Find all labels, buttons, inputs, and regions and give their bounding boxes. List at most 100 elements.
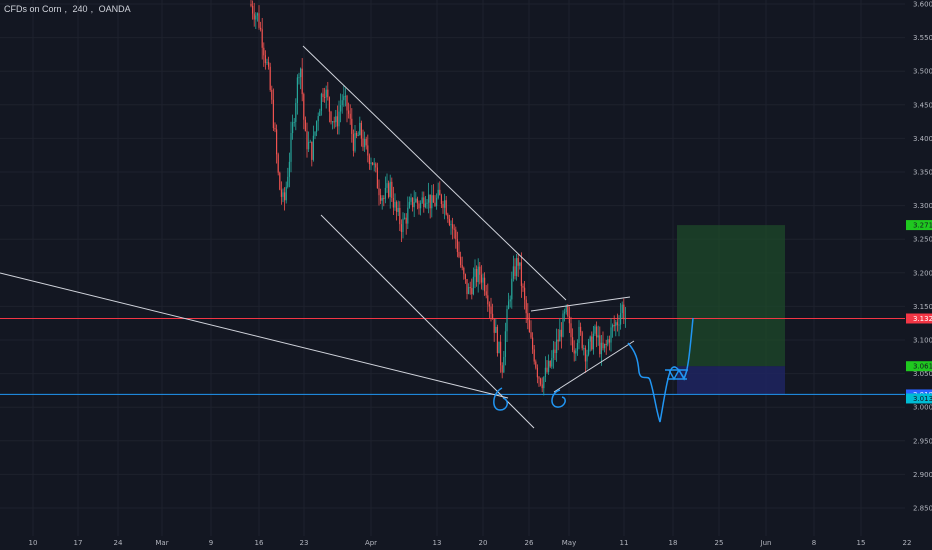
bottom-circle-right[interactable] [551,389,566,408]
time-tick-label: 11 [620,539,629,547]
price-badge [906,313,932,324]
candle-body [280,189,282,197]
candle-body [388,183,390,197]
price-badge [906,361,932,372]
candle-body [333,121,335,123]
candle-body [495,326,497,333]
candle-body [352,133,354,151]
candle-body [421,197,423,203]
candle-body [407,207,409,224]
candle-body [458,251,460,257]
candle-body [607,339,609,345]
price-axis-background [905,0,932,550]
candle-body [320,93,322,111]
candle-body [568,316,570,324]
candle-body [525,299,527,314]
candle-body [533,349,535,362]
candle-body [426,202,428,204]
price-tick-label: 2.950 [913,437,932,445]
long-position-tool[interactable] [677,225,785,395]
candle-body [575,350,577,354]
drawings[interactable] [0,45,694,429]
candle-body [455,229,457,240]
candle-body [436,197,438,207]
position-stop-zone[interactable] [677,366,785,395]
price-tick-label: 3.250 [913,236,932,244]
candle-body [335,116,337,123]
candle-body [349,113,351,119]
candle-body [576,342,578,351]
symbol-name: CFDs on Corn [4,4,62,14]
wedge-lower-line[interactable] [553,340,635,393]
consolidation-pattern[interactable] [665,368,688,381]
candle-body [368,155,370,165]
candle-body [452,224,454,229]
trendline-lower-channel[interactable] [320,214,535,429]
candle-body [412,197,414,208]
candle-body [524,287,526,300]
time-tick-label: Mar [155,539,168,547]
candle-body [260,27,262,30]
candle-body [564,312,566,314]
candle-body [282,192,284,197]
time-tick-label: 10 [29,539,38,547]
candle-body [290,132,292,162]
candle-body [471,288,473,295]
candle-body [560,329,562,337]
candle-body [394,201,396,208]
candle-body [592,333,594,350]
candle-body [588,341,590,355]
candle-body [519,262,521,266]
candle-body [391,181,393,199]
candle-body [298,77,300,79]
candle-body [535,361,537,368]
candle-body [573,350,575,354]
price-tick-label: 2.900 [913,471,932,479]
candle-body [538,377,540,379]
candle-body [464,274,466,280]
candle-body [410,197,412,202]
candle-body [418,203,420,209]
candle-body [402,218,404,232]
time-tick-label: 13 [433,539,442,547]
candle-body [596,326,598,338]
time-tick-label: 9 [209,539,213,547]
wedge-upper-line[interactable] [530,296,631,312]
candle-body [540,378,542,385]
candle-body [511,278,513,300]
candle-body [623,304,625,320]
price-tick-label: 2.850 [913,505,932,513]
candle-body [312,135,314,160]
interval: 240 [72,4,88,14]
position-target-zone[interactable] [677,225,785,367]
candle-body [551,358,553,367]
candle-body [610,327,612,343]
time-tick-label: 26 [525,539,534,547]
candle-body [327,89,329,98]
trendline-upper-channel[interactable] [302,45,567,301]
candle-body [488,304,490,307]
candle-body [316,121,318,132]
candle-body [460,256,462,266]
candle-body [516,258,518,276]
candle-body [384,187,386,199]
candle-body [589,336,591,342]
candle-body [572,337,574,351]
trendline-long-support[interactable] [0,272,509,399]
candle-body [615,322,617,327]
candle-body [357,135,359,137]
candle-body [338,111,340,127]
candle-body [544,367,546,378]
candle-body [277,154,279,173]
bottom-circle-left[interactable] [493,387,508,411]
candle-body [583,348,585,350]
candle-body [370,162,372,165]
candle-body [330,111,332,123]
candle-body [512,266,514,279]
candle-body [380,195,382,201]
candle-body [408,201,410,208]
candle-body [356,132,358,136]
candle-body [322,93,324,98]
